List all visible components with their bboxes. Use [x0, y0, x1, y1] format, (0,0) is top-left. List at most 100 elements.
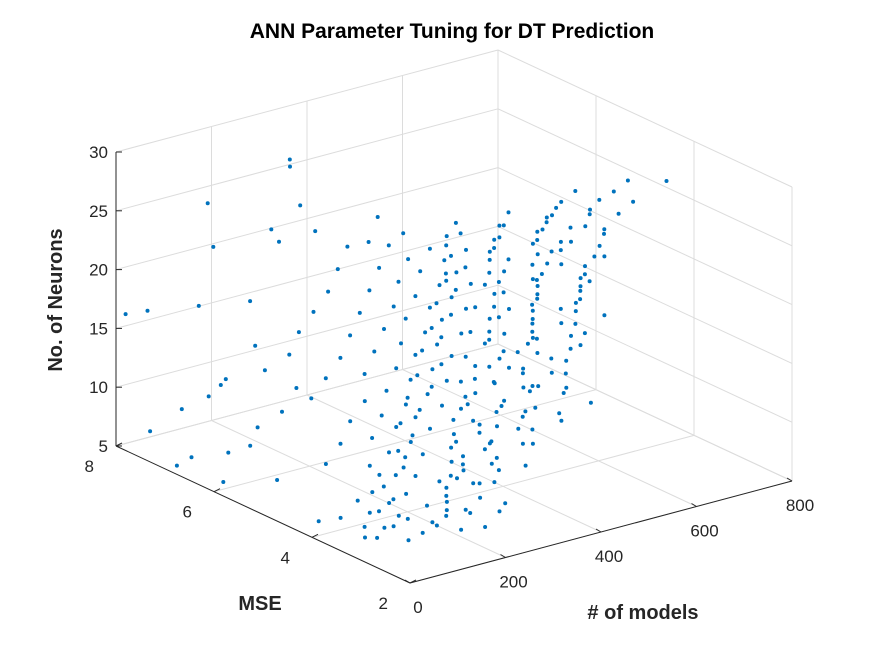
data-point — [558, 239, 563, 244]
data-point — [463, 394, 468, 399]
data-point — [221, 480, 226, 484]
data-point — [473, 364, 478, 368]
data-point — [425, 503, 429, 508]
data-point — [384, 388, 389, 393]
data-point — [377, 472, 382, 477]
data-point — [473, 305, 478, 310]
data-point — [582, 331, 587, 336]
data-point — [348, 333, 353, 338]
data-point — [417, 407, 422, 412]
data-point — [496, 315, 501, 320]
data-point — [520, 371, 525, 376]
data-point — [588, 207, 592, 212]
data-point — [530, 427, 535, 432]
data-point — [448, 473, 453, 478]
data-point — [502, 331, 507, 336]
data-point — [206, 394, 211, 399]
data-point — [525, 341, 530, 346]
y-axis-line — [115, 445, 411, 584]
data-point — [174, 463, 179, 468]
z-axis-label: No. of Neurons — [45, 228, 67, 371]
data-point — [425, 392, 430, 397]
data-point — [459, 527, 464, 532]
data-point — [472, 376, 477, 381]
data-point — [602, 254, 607, 259]
data-point — [148, 429, 153, 434]
data-point — [559, 321, 564, 326]
data-point — [477, 430, 482, 435]
data-point — [587, 279, 592, 284]
data-point — [449, 459, 454, 464]
grid-lines — [115, 49, 793, 584]
data-point — [420, 530, 425, 535]
data-point — [444, 485, 449, 490]
data-point — [439, 362, 444, 367]
data-point — [287, 157, 292, 162]
data-point — [501, 290, 506, 295]
x-tick-label: 800 — [786, 496, 814, 515]
data-point — [313, 229, 318, 234]
data-point — [578, 276, 583, 281]
data-point — [521, 385, 526, 390]
data-point — [226, 450, 231, 455]
data-point — [449, 354, 454, 358]
data-point — [449, 445, 454, 450]
data-point — [413, 352, 418, 357]
data-point — [262, 368, 267, 373]
z-tick-label: 5 — [99, 437, 108, 456]
data-point — [123, 312, 128, 317]
y-axis-label: MSE — [238, 593, 281, 615]
data-point — [464, 306, 468, 311]
data-point — [540, 227, 545, 232]
data-point — [544, 215, 549, 220]
x-tick-mark — [404, 579, 411, 584]
data-point — [449, 312, 453, 317]
data-point — [497, 223, 502, 228]
data-point — [530, 302, 535, 307]
grid-line-back-z — [115, 167, 499, 271]
data-point — [497, 356, 502, 361]
data-point — [287, 352, 292, 357]
data-point — [573, 321, 578, 326]
data-point — [535, 296, 540, 301]
data-point — [458, 379, 463, 384]
grid-line-side-z — [497, 343, 793, 482]
data-point — [459, 331, 464, 336]
y-tick-label: 6 — [183, 503, 192, 522]
data-point — [549, 356, 554, 361]
x-tick-label: 400 — [595, 547, 623, 566]
data-point — [439, 317, 444, 322]
data-point — [487, 441, 492, 446]
data-point — [403, 455, 408, 460]
data-point — [348, 419, 353, 424]
data-point — [405, 395, 410, 400]
y-tick-mark — [311, 533, 319, 538]
data-point — [405, 516, 410, 521]
data-point — [564, 358, 569, 363]
data-point — [535, 229, 540, 234]
data-point — [396, 448, 401, 453]
data-point — [377, 509, 381, 514]
x-tick-label: 600 — [690, 522, 718, 541]
data-point — [280, 409, 284, 414]
grid-line-back-z — [115, 343, 499, 447]
data-point — [401, 465, 406, 470]
z-tick-label: 30 — [89, 143, 108, 162]
data-point — [429, 326, 434, 330]
data-point — [487, 364, 492, 369]
data-points — [123, 157, 669, 543]
data-point — [404, 491, 409, 496]
data-point — [449, 295, 454, 300]
data-point — [507, 307, 511, 311]
data-point — [298, 203, 303, 208]
data-point — [372, 349, 377, 354]
grid-line-floor-y — [311, 434, 695, 538]
grid-line-back-z — [115, 108, 499, 212]
data-point — [458, 231, 463, 236]
data-point — [516, 426, 521, 431]
x-tick-mark — [786, 477, 793, 482]
data-point — [492, 381, 497, 386]
data-point — [375, 215, 380, 219]
data-point — [434, 523, 439, 528]
